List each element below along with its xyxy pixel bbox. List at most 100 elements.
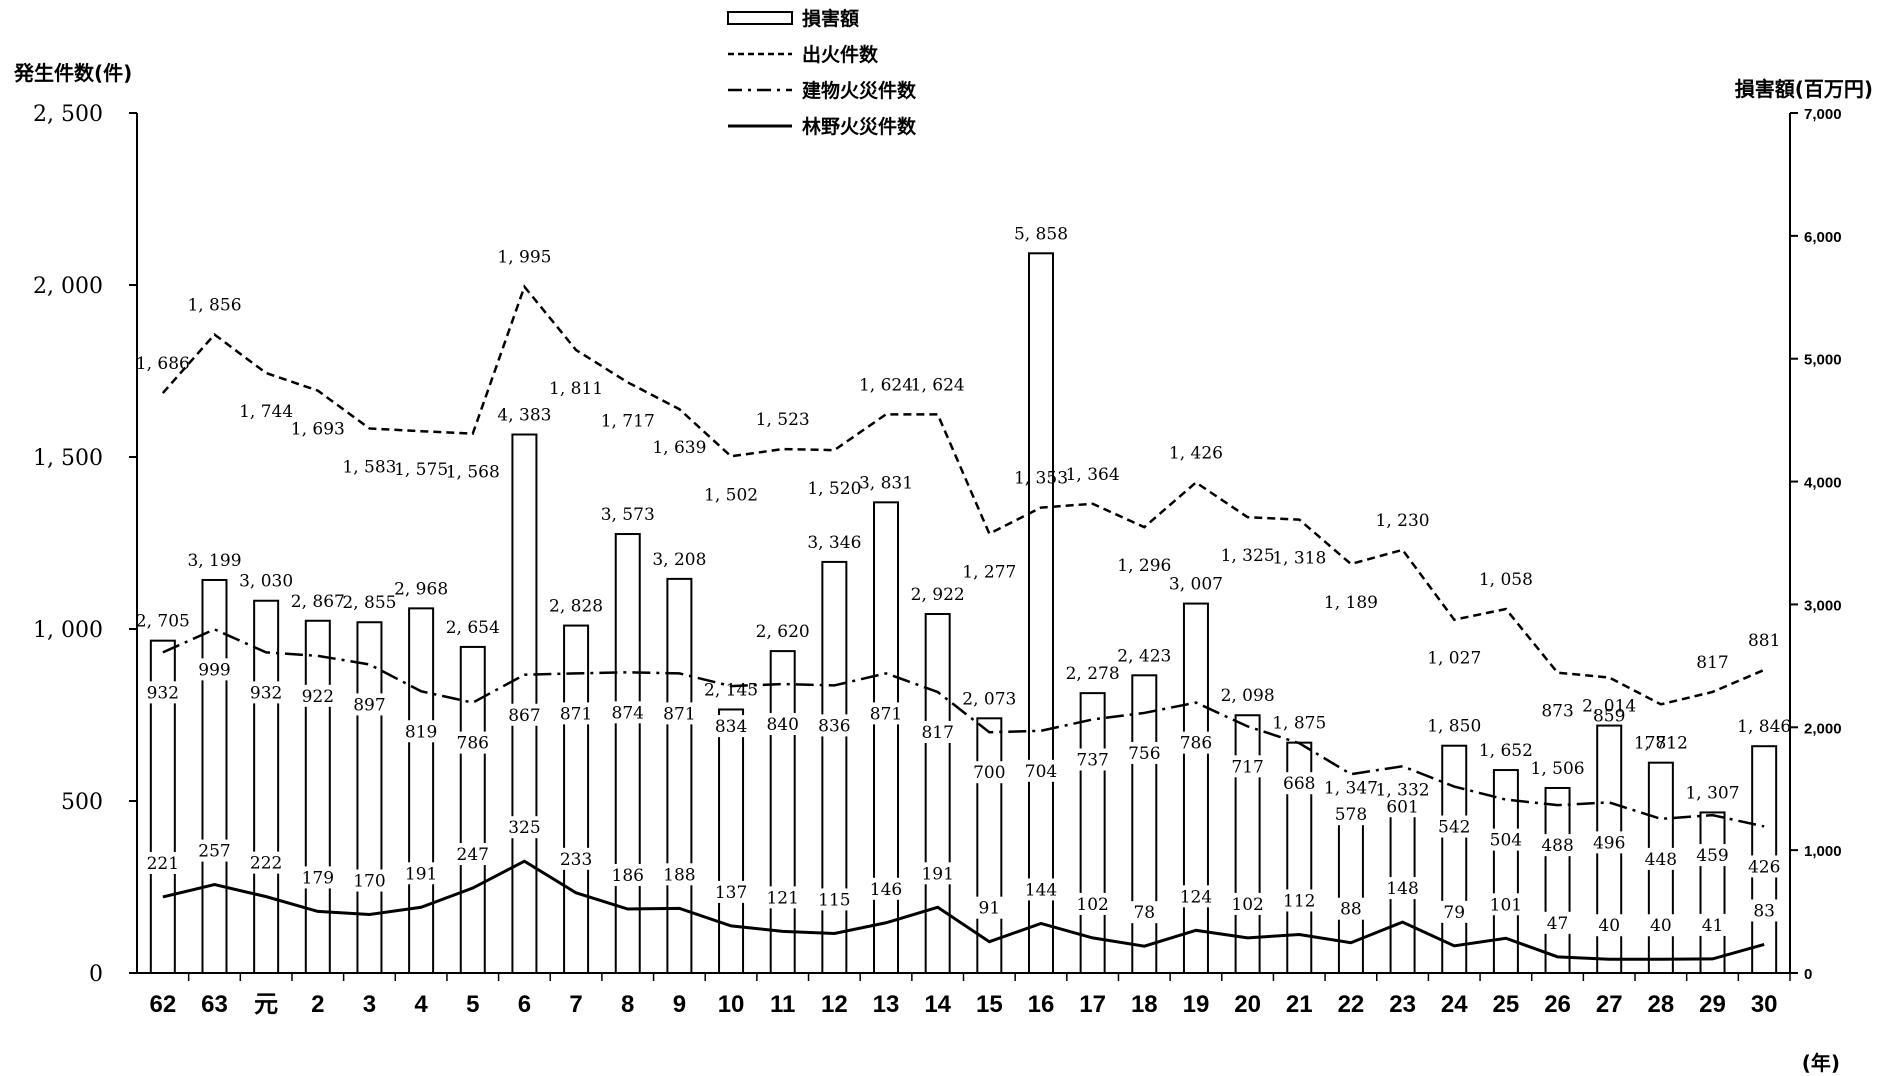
x-tick-label: 24	[1441, 991, 1468, 1018]
building-fires-label: 578	[1335, 805, 1367, 825]
damage-label: 3, 573	[601, 505, 655, 525]
damage-bar	[821, 560, 848, 974]
building-label-bg	[1638, 847, 1683, 870]
building-fires-label: 897	[353, 695, 385, 715]
forest-label-bg	[1175, 885, 1216, 908]
x-tick-label: 11	[770, 991, 795, 1018]
damage-label: 2, 423	[1117, 646, 1171, 666]
fires-label: 1, 717	[601, 411, 655, 431]
fires-line	[161, 284, 1765, 706]
right-tick-label: 6,000	[1804, 229, 1842, 246]
damage-bar	[1441, 744, 1468, 975]
fires-label: 1, 624	[859, 375, 913, 395]
forest-label-bg	[349, 869, 390, 892]
building-label-bg	[1328, 803, 1373, 826]
forest-label-bg	[1485, 893, 1526, 916]
forest-label-bg	[556, 847, 597, 870]
right-tick-label: 0	[1804, 966, 1812, 983]
building-label-bg	[1225, 755, 1270, 778]
forest-fires-label: 101	[1490, 895, 1522, 915]
forest-label-bg	[246, 851, 287, 874]
forest-label-bg	[1020, 878, 1061, 901]
damage-label: 2, 014	[1582, 697, 1636, 717]
x-tick-label: 5	[466, 991, 479, 1018]
forest-fires-label: 88	[1340, 900, 1362, 920]
damage-bar	[1182, 602, 1209, 974]
left-tick-label: 2, 500	[33, 102, 103, 127]
forest-fires-label: 191	[405, 864, 437, 884]
building-fires-label: 871	[870, 704, 902, 724]
damage-bar	[718, 708, 745, 974]
damage-bar	[1131, 674, 1158, 974]
left-tick-label: 1, 500	[33, 446, 103, 471]
x-tick-label: 8	[621, 991, 634, 1018]
x-tick-label: 15	[976, 991, 1003, 1018]
forest-fires-label: 188	[663, 865, 695, 885]
fires-label: 1, 686	[136, 354, 190, 374]
building-label-bg	[1587, 831, 1632, 854]
forest-fires-label: 115	[818, 890, 850, 910]
x-tick-label: 元	[254, 991, 278, 1018]
damage-label: 2, 705	[136, 612, 190, 632]
forest-fires-label: 137	[715, 883, 747, 903]
forest-label-bg	[866, 877, 907, 900]
x-tick-label: 18	[1131, 991, 1158, 1018]
x-tick-label: 27	[1596, 991, 1623, 1018]
building-label-bg	[192, 658, 237, 681]
fires-label: 1, 027	[1427, 649, 1481, 669]
x-tick-label: 2	[311, 991, 324, 1018]
forest-label-bg	[194, 839, 235, 862]
x-tick-label: 25	[1493, 991, 1520, 1018]
building-fires-label: 871	[663, 704, 695, 724]
building-label-bg	[244, 681, 289, 704]
fires-label: 1, 353	[1014, 469, 1068, 489]
fires-label: 1, 856	[187, 296, 241, 316]
building-label-bg	[295, 684, 340, 707]
damage-label: 3, 199	[187, 551, 241, 571]
damage-label: 2, 073	[962, 689, 1016, 709]
x-tick-label: 28	[1648, 991, 1675, 1018]
left-tick-label: 500	[61, 790, 103, 815]
forest-label-bg	[1227, 892, 1268, 915]
left-tick-label: 2, 000	[33, 274, 103, 299]
damage-bar	[769, 650, 796, 974]
building-fires-label: 867	[508, 706, 540, 726]
building-label-bg	[1018, 759, 1063, 782]
forest-fires-label: 102	[1076, 895, 1108, 915]
forest-fires-label: 144	[1025, 880, 1057, 900]
forest-fires-label: 221	[147, 854, 179, 874]
left-tick-label: 1, 000	[33, 618, 103, 643]
fires-label: 1, 523	[756, 410, 810, 430]
forest-label-bg	[1072, 892, 1113, 915]
fires-label: 1, 058	[1479, 570, 1533, 590]
building-label-bg	[1742, 855, 1787, 878]
fires-label: 1, 325	[1221, 546, 1275, 566]
forest-fires-label: 47	[1547, 914, 1569, 934]
fires-label: 1, 318	[1272, 549, 1326, 569]
damage-label: 2, 855	[342, 593, 396, 613]
fires-label: 1, 744	[239, 402, 293, 422]
fires-label: 817	[1696, 653, 1728, 673]
forest-label-bg	[1124, 901, 1165, 924]
forest-fires-label: 179	[302, 868, 334, 888]
forest-label-bg	[711, 880, 752, 903]
fires-label: 1, 811	[549, 379, 603, 399]
forest-label-bg	[1537, 911, 1578, 934]
building-label-bg	[1070, 748, 1115, 771]
fires-label: 1, 583	[342, 457, 396, 477]
building-label-bg	[915, 720, 960, 743]
building-fires-label: 786	[1180, 734, 1212, 754]
forest-label-bg	[814, 888, 855, 911]
right-tick-label: 4,000	[1804, 475, 1842, 492]
x-tick-label: 16	[1028, 991, 1055, 1018]
building-fires-label: 840	[766, 715, 798, 735]
x-tick-label: 23	[1389, 991, 1416, 1018]
building-fires-label: 999	[198, 660, 230, 680]
x-axis-unit: (年)	[1802, 1051, 1840, 1075]
damage-bar	[1337, 806, 1364, 974]
forest-fires-label: 78	[1133, 903, 1155, 923]
fires-label: 881	[1748, 631, 1780, 651]
legend-swatch-damage	[727, 11, 793, 25]
forest-fires-label: 41	[1702, 916, 1724, 936]
damage-bar	[304, 619, 331, 974]
